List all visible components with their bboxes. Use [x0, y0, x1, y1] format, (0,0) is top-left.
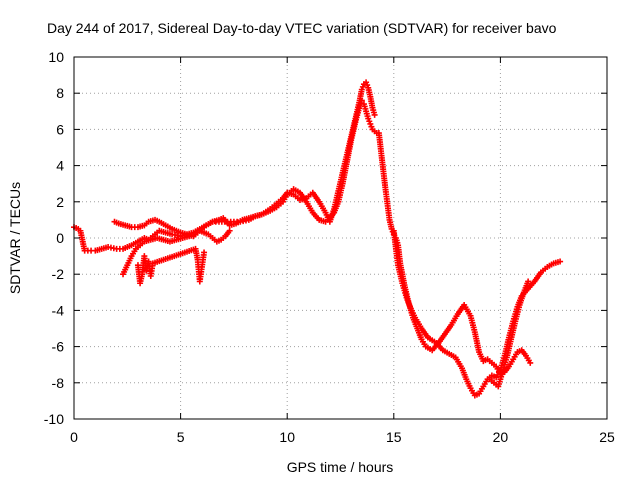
data-point — [371, 111, 378, 118]
data-point — [201, 249, 208, 256]
y-tick-label: 8 — [56, 85, 64, 101]
x-tick-label: 15 — [386, 429, 402, 445]
data-point — [226, 227, 233, 234]
y-tick-label: 4 — [56, 158, 64, 174]
y-tick-label: 2 — [56, 194, 64, 210]
x-tick-label: 10 — [279, 429, 295, 445]
y-tick-label: -4 — [52, 302, 65, 318]
y-tick-label: -8 — [52, 375, 65, 391]
y-tick-label: -6 — [52, 339, 65, 355]
data-point — [527, 359, 534, 366]
series-track-2 — [111, 79, 378, 240]
x-tick-label: 0 — [70, 429, 78, 445]
series-track-4 — [134, 245, 208, 287]
data-point — [557, 258, 564, 265]
y-tick-label: 10 — [48, 49, 64, 65]
chart-title: Day 244 of 2017, Sidereal Day-to-day VTE… — [47, 20, 557, 36]
series-track-7 — [486, 278, 532, 390]
x-tick-label: 20 — [493, 429, 509, 445]
x-tick-label: 5 — [177, 429, 185, 445]
data-point — [525, 278, 532, 285]
series-track-6 — [390, 227, 564, 399]
data-points — [71, 79, 564, 399]
y-axis-title: SDTVAR / TECUs — [7, 182, 23, 294]
y-tick-label: -10 — [44, 411, 64, 427]
y-tick-label: -2 — [52, 266, 65, 282]
series-track-1 — [71, 97, 380, 254]
ticks: 0 5 10 15 20 25 -10 -8 -6 -4 -2 0 2 4 6 8 10 — [44, 49, 615, 445]
series-track-3 — [120, 227, 233, 278]
x-tick-label: 25 — [599, 429, 615, 445]
y-tick-label: 6 — [56, 121, 64, 137]
y-tick-label: 0 — [56, 230, 64, 246]
x-axis-title: GPS time / hours — [287, 459, 394, 475]
